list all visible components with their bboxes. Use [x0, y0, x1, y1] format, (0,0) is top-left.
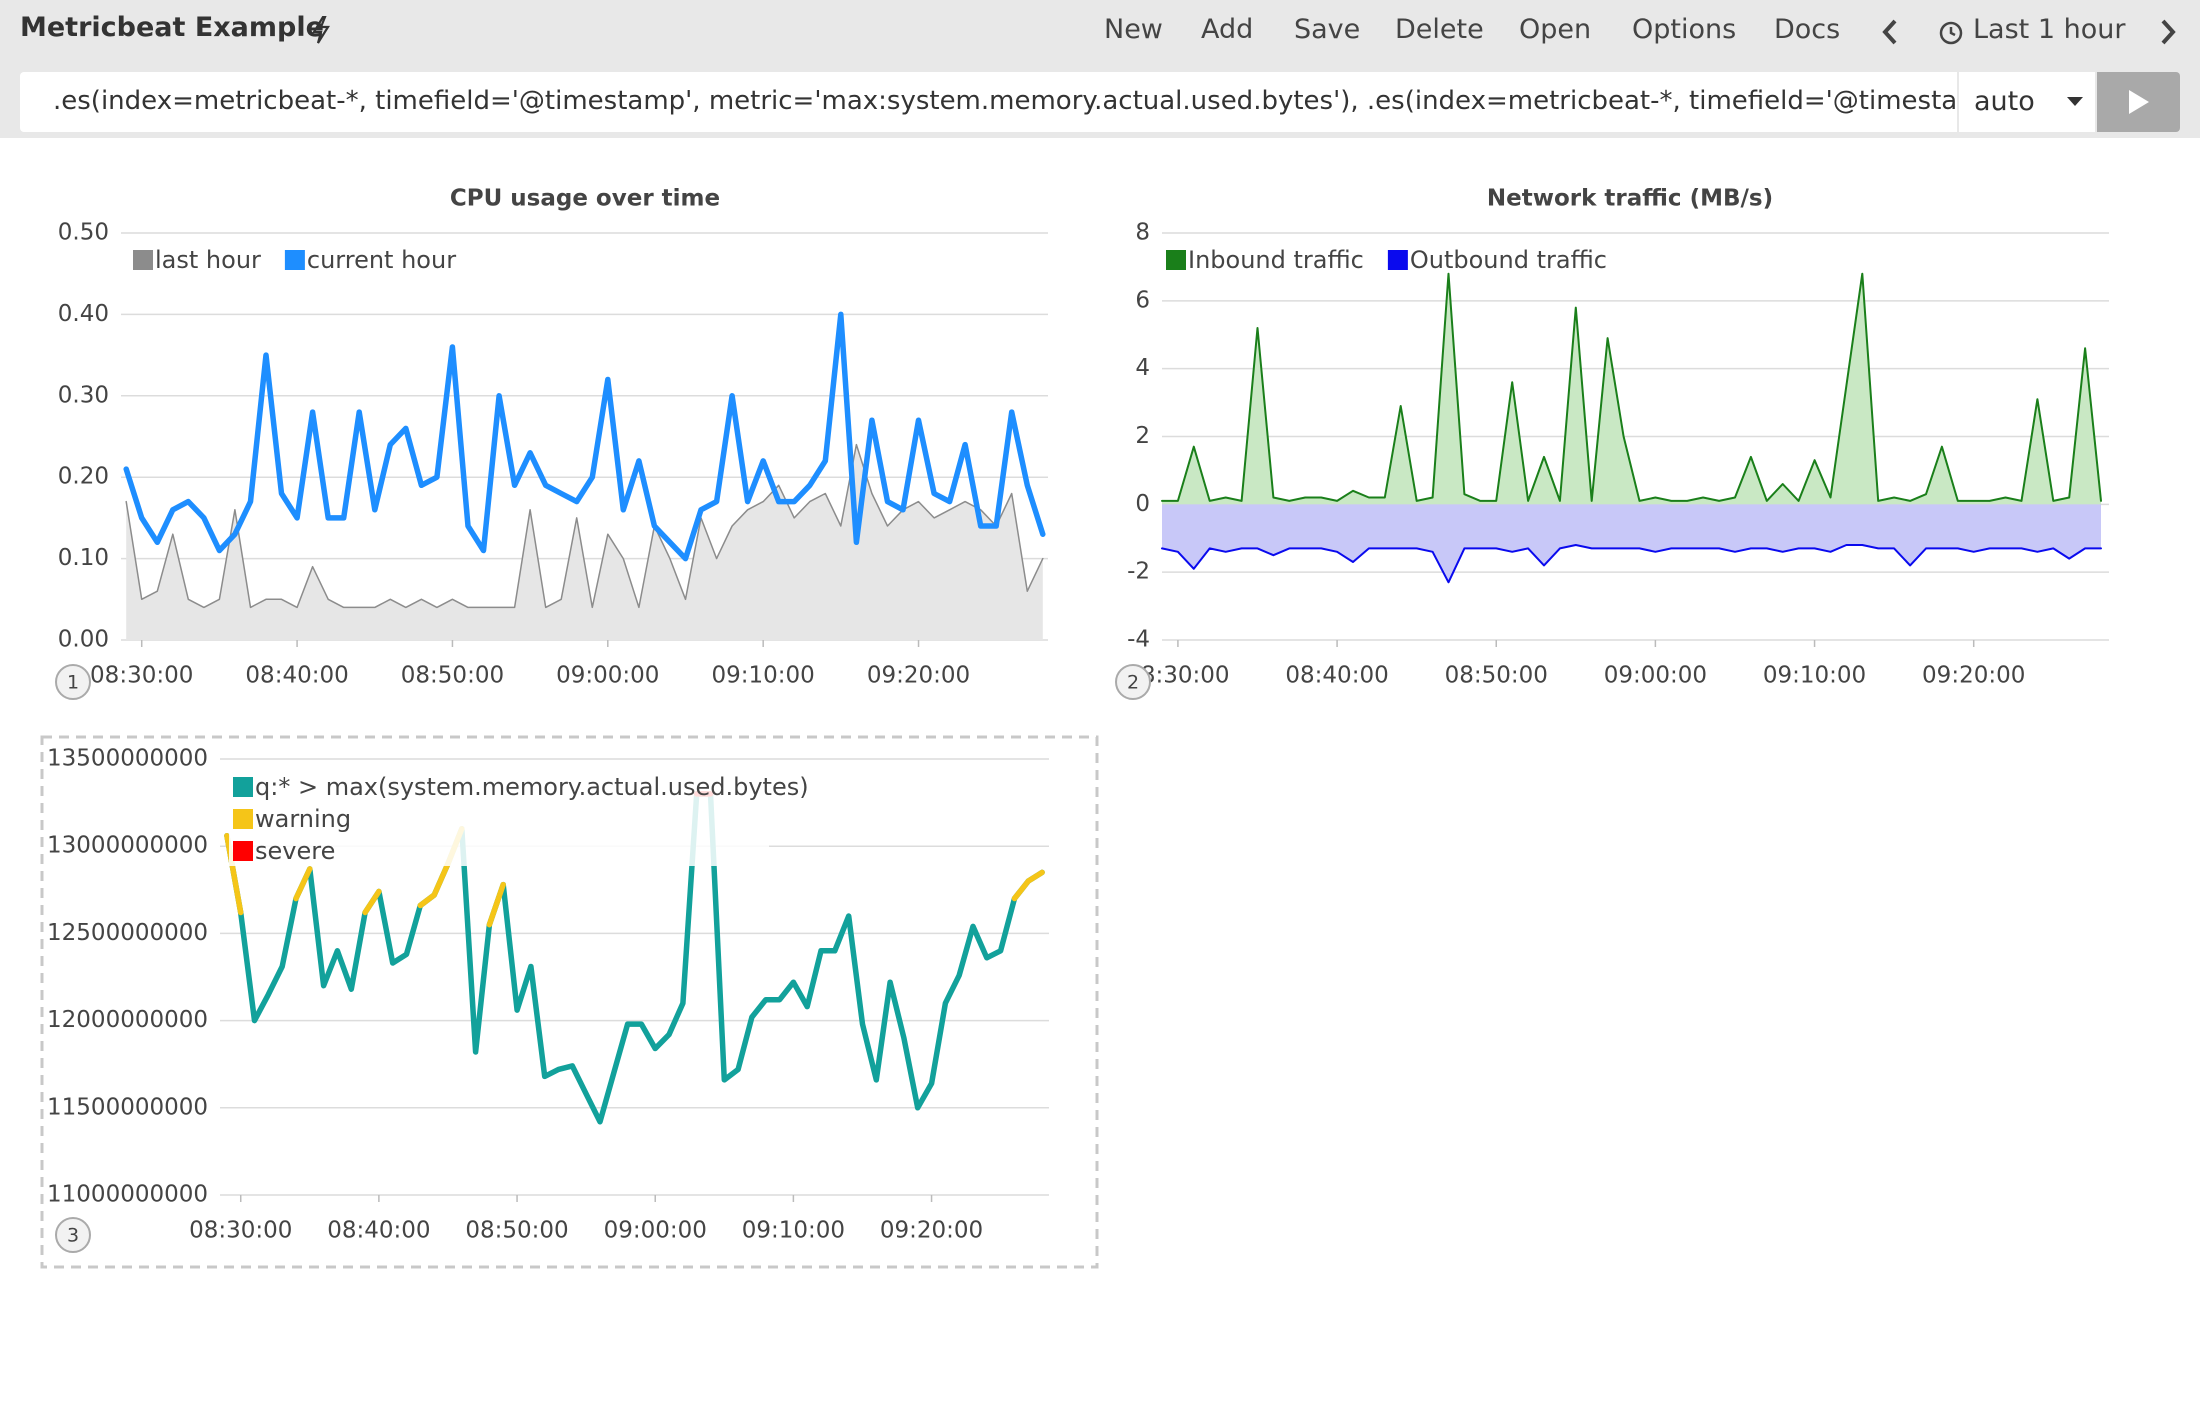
panel-number: 2 [1127, 672, 1139, 694]
legend-label: Inbound traffic [1188, 246, 1364, 274]
x-tick-label: 09:00:00 [556, 663, 659, 689]
menu-delete[interactable]: Delete [1395, 14, 1484, 45]
chart-title: Network traffic (MB/s) [1487, 186, 1773, 212]
legend-label: q:* > max(system.memory.actual.used.byte… [255, 773, 809, 801]
x-tick-label: 09:10:00 [712, 663, 815, 689]
interval-select[interactable]: auto [1959, 72, 2095, 132]
y-tick-label: 4 [1135, 355, 1150, 381]
menu-docs[interactable]: Docs [1774, 14, 1840, 45]
series-line [489, 885, 503, 925]
panel-number: 1 [67, 672, 79, 694]
legend-swatch [233, 777, 253, 797]
y-tick-label: 0.00 [58, 627, 109, 653]
y-tick-label: 12000000000 [47, 1007, 208, 1033]
y-tick-label: 0.40 [58, 301, 109, 327]
clock-icon [1938, 20, 1964, 46]
interval-text: auto [1974, 86, 2035, 117]
legend-swatch [233, 809, 253, 829]
legend-label: Outbound traffic [1410, 246, 1607, 274]
y-tick-label: 13000000000 [47, 833, 208, 859]
panel-number: 3 [67, 1225, 79, 1247]
run-button[interactable] [2097, 72, 2180, 132]
app-title: Metricbeat Example [20, 12, 324, 43]
menu-save[interactable]: Save [1294, 14, 1360, 45]
charts: CPU usage over time 0.00 0.10 0.20 0.30 0.40 0… [0, 138, 2200, 1406]
bolt-icon [312, 16, 330, 44]
legend-label: last hour [155, 246, 261, 274]
y-tick-label: 13500000000 [47, 746, 208, 772]
legend-swatch [133, 250, 153, 270]
x-tick-label: 08:40:00 [1285, 663, 1388, 689]
y-tick-label: 0.20 [58, 464, 109, 490]
series-line [1162, 545, 2101, 582]
legend-swatch [1166, 250, 1186, 270]
y-tick-label: 12500000000 [47, 920, 208, 946]
series-line [1162, 274, 2101, 501]
series-line [1015, 872, 1043, 898]
legend-swatch [233, 841, 253, 861]
prev-button[interactable] [1880, 18, 1900, 46]
series-line [365, 892, 379, 913]
y-tick-label: 11500000000 [47, 1094, 208, 1120]
y-tick-label: 11000000000 [47, 1182, 208, 1208]
x-tick-label: 09:20:00 [880, 1218, 983, 1244]
x-tick-label: 08:50:00 [465, 1218, 568, 1244]
x-tick-label: 08:50:00 [1445, 663, 1548, 689]
x-tick-label: 09:20:00 [867, 663, 970, 689]
x-tick-label: 08:40:00 [327, 1218, 430, 1244]
menu-options[interactable]: Options [1632, 14, 1736, 45]
x-tick-label: 08:50:00 [401, 663, 504, 689]
time-range[interactable]: Last 1 hour [1973, 14, 2125, 45]
dropdown-arrow [2067, 97, 2083, 107]
play-icon [2127, 89, 2151, 115]
legend-label: severe [255, 837, 335, 865]
y-tick-label: 0.50 [58, 220, 109, 246]
y-tick-label: 2 [1135, 423, 1150, 449]
x-tick-label: 09:20:00 [1922, 663, 2025, 689]
x-tick-label: 09:00:00 [1604, 663, 1707, 689]
y-tick-label: 0.30 [58, 382, 109, 408]
y-tick-label: -4 [1127, 627, 1150, 653]
x-tick-label: 09:00:00 [604, 1218, 707, 1244]
y-tick-label: 0.10 [58, 545, 109, 571]
series-area [126, 445, 1043, 640]
y-tick-label: 0 [1135, 491, 1150, 517]
query-text: .es(index=metricbeat-*, timefield='@time… [53, 86, 1957, 116]
x-tick-label: 09:10:00 [742, 1218, 845, 1244]
series-area [1162, 504, 2101, 582]
menu-add[interactable]: Add [1201, 14, 1253, 45]
x-tick-label: 09:10:00 [1763, 663, 1866, 689]
query-input[interactable]: .es(index=metricbeat-*, timefield='@time… [20, 72, 1957, 132]
legend-label: warning [255, 805, 351, 833]
y-tick-label: 6 [1135, 287, 1150, 313]
menu-open[interactable]: Open [1519, 14, 1591, 45]
y-tick-label: -2 [1127, 559, 1150, 585]
x-tick-label: 08:40:00 [245, 663, 348, 689]
next-button[interactable] [2158, 18, 2178, 46]
series-line [296, 869, 310, 899]
menu-new[interactable]: New [1104, 14, 1163, 45]
legend-label: current hour [307, 246, 456, 274]
legend-swatch [1388, 250, 1408, 270]
chart-title: CPU usage over time [450, 186, 720, 212]
x-tick-label: 08:30:00 [90, 663, 193, 689]
x-tick-label: 08:30:00 [189, 1218, 292, 1244]
legend-swatch [285, 250, 305, 270]
y-tick-label: 8 [1135, 220, 1150, 246]
